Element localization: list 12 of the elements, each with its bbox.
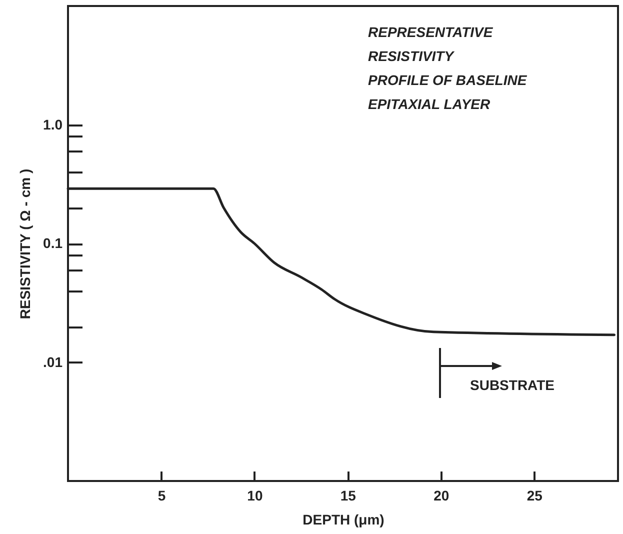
- y-tick-label: 0.1: [43, 235, 63, 251]
- y-axis-title: RESISTIVITY ( Ω - cm ): [17, 168, 34, 320]
- x-tick-label: 10: [247, 488, 263, 504]
- y-tick-label: 1.0: [43, 116, 63, 132]
- text: REPRESENTATIVE RESISTIVITY PROFILE OF BASELINE EPITAXIAL LAYER: [368, 24, 528, 112]
- x-tick-label: 20: [434, 488, 450, 504]
- x-axis-title: DEPTH (μm): [302, 512, 384, 528]
- x-tick-label: 5: [158, 488, 166, 504]
- annotation: SUBSTRATE: [470, 377, 555, 393]
- x-tick-label: 25: [526, 488, 543, 504]
- x-tick-label: 15: [340, 488, 356, 504]
- y-tick-label: .01: [43, 354, 63, 370]
